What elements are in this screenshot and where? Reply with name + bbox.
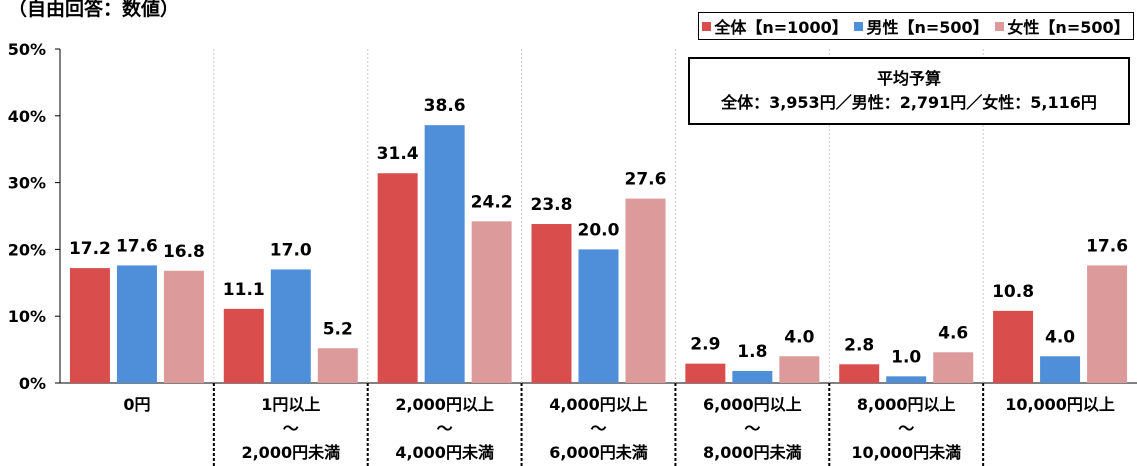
legend: 全体【n=1000】 男性【n=500】 女性【n=500】	[698, 12, 1134, 40]
data-label: 1.0	[891, 347, 921, 367]
average-budget-text: 全体：3,953円／男性：2,791円／女性：5,116円	[721, 93, 1097, 112]
data-label: 23.8	[531, 195, 573, 215]
x-tick-label: 8,000円未満	[703, 443, 802, 462]
bar-female	[471, 221, 512, 383]
bar-female	[625, 198, 666, 383]
y-tick-label: 10%	[8, 307, 46, 326]
x-tick-label: 10,000円以上	[1005, 395, 1115, 414]
bar-total	[377, 173, 418, 383]
data-label: 5.2	[323, 319, 353, 339]
legend-swatch-female	[995, 21, 1005, 31]
x-tick-label: 2,000円以上	[395, 395, 494, 414]
bar-total	[993, 310, 1034, 383]
data-label: 2.8	[844, 335, 874, 355]
x-tick-label: ～	[590, 419, 606, 438]
x-tick-label: ～	[437, 419, 453, 438]
y-tick-label: 50%	[8, 40, 46, 59]
bar-female	[779, 356, 820, 383]
legend-item-total: 全体【n=1000】	[702, 14, 848, 38]
data-label: 27.6	[625, 170, 667, 190]
bar-male	[1040, 356, 1081, 383]
data-label: 17.0	[270, 240, 312, 260]
data-label: 4.6	[938, 323, 968, 343]
x-tick-label: 4,000円未満	[395, 443, 494, 462]
bar-male	[732, 370, 773, 383]
x-tick-label: ～	[744, 419, 760, 438]
data-label: 20.0	[578, 220, 620, 240]
bar-male	[116, 265, 157, 383]
bar-female	[317, 348, 358, 383]
x-tick-label: 1円以上	[261, 395, 320, 414]
bar-female	[1087, 265, 1128, 383]
data-label: 10.8	[992, 282, 1034, 302]
bar-total	[69, 268, 110, 383]
data-label: 2.9	[690, 335, 720, 355]
bar-male	[886, 376, 927, 383]
x-tick-label: 6,000円未満	[549, 443, 648, 462]
x-tick-label: 2,000円未満	[241, 443, 340, 462]
legend-item-female: 女性【n=500】	[995, 14, 1130, 38]
bar-male	[578, 249, 619, 383]
x-tick-label: 10,000円未満	[851, 443, 961, 462]
average-budget-box: 平均予算 全体：3,953円／男性：2,791円／女性：5,116円	[688, 57, 1130, 125]
legend-label-total: 全体【n=1000】	[714, 18, 848, 37]
x-tick-label: 0円	[123, 395, 150, 414]
answer-format-note: （自由回答：数値）	[8, 0, 180, 20]
bar-male	[424, 125, 465, 383]
data-label: 11.1	[223, 280, 265, 300]
bar-total	[223, 308, 264, 383]
y-tick-label: 40%	[8, 107, 46, 126]
legend-label-male: 男性【n=500】	[866, 18, 989, 37]
legend-swatch-male	[854, 21, 864, 31]
x-tick-label: 8,000円以上	[857, 395, 956, 414]
data-label: 38.6	[424, 96, 466, 116]
legend-swatch-total	[702, 21, 712, 31]
y-tick-label: 30%	[8, 174, 46, 193]
y-tick-label: 0%	[19, 374, 46, 393]
data-label: 17.6	[1086, 236, 1128, 256]
data-label: 17.6	[116, 236, 158, 256]
bar-total	[685, 363, 726, 383]
bar-total	[531, 224, 572, 383]
bar-male	[270, 269, 311, 383]
legend-item-male: 男性【n=500】	[854, 14, 989, 38]
data-label: 24.2	[471, 192, 513, 212]
data-label: 4.0	[1045, 327, 1075, 347]
x-tick-label: 4,000円以上	[549, 395, 648, 414]
x-tick-label: ～	[898, 419, 914, 438]
y-tick-label: 20%	[8, 240, 46, 259]
data-label: 1.8	[737, 342, 767, 362]
data-label: 17.2	[69, 239, 111, 259]
x-tick-label: 6,000円以上	[703, 395, 802, 414]
data-label: 31.4	[377, 144, 419, 164]
data-label: 4.0	[784, 327, 814, 347]
bar-female	[933, 352, 974, 383]
bar-total	[839, 364, 880, 383]
x-tick-label: ～	[283, 419, 299, 438]
average-budget-title: 平均予算	[876, 69, 941, 88]
legend-label-female: 女性【n=500】	[1007, 18, 1130, 37]
data-label: 16.8	[163, 242, 205, 262]
bar-female	[163, 270, 204, 383]
